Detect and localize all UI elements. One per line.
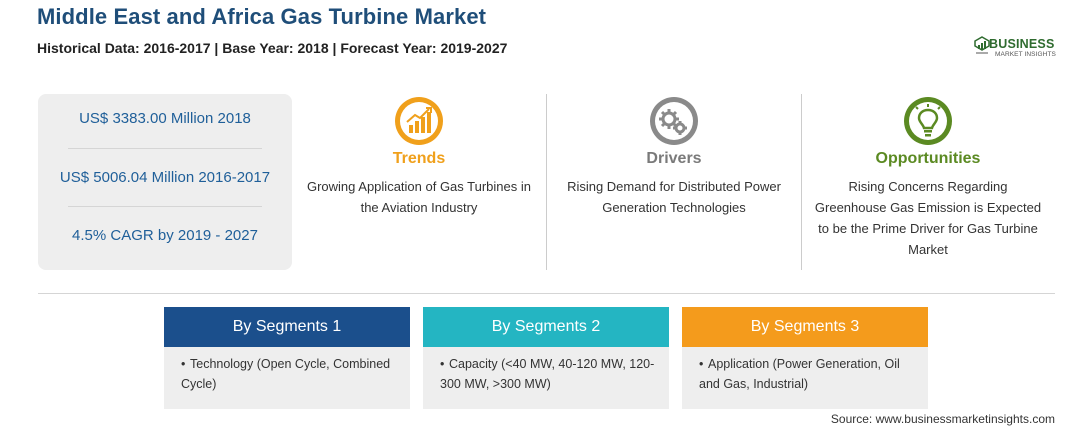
stats-divider [68, 206, 262, 207]
segment-heading-3: By Segments 3 [682, 307, 928, 347]
segment-card-3: By Segments 3 • Application (Power Gener… [682, 307, 928, 409]
segment-card-1: By Segments 1 • Technology (Open Cycle, … [164, 307, 410, 409]
bullet-icon: • [440, 357, 445, 371]
key-stats-panel: US$ 3383.00 Million 2018 US$ 5006.04 Mil… [38, 94, 292, 270]
segment-heading-1: By Segments 1 [164, 307, 410, 347]
segment-body-2: • Capacity (<40 MW, 40-120 MW, 120-300 M… [423, 347, 669, 394]
column-divider [801, 94, 802, 270]
page-title: Middle East and Africa Gas Turbine Marke… [37, 4, 487, 29]
source-credit: Source: www.businessmarketinsights.com [830, 412, 1055, 426]
logo-mark-icon [974, 36, 990, 54]
cagr-value: 4.5% CAGR by 2019 - 2027 [72, 227, 258, 244]
segment-text-3: Application (Power Generation, Oil and G… [699, 357, 900, 391]
market-value-historical: US$ 5006.04 Million 2016-2017 [59, 169, 271, 186]
stats-divider [68, 148, 262, 149]
gears-icon [650, 97, 698, 145]
segment-text-1: Technology (Open Cycle, Combined Cycle) [181, 357, 391, 391]
opportunities-column: Opportunities Rising Concerns Regarding … [803, 95, 1053, 260]
column-divider [546, 94, 547, 270]
drivers-text: Rising Demand for Distributed Power Gene… [567, 179, 781, 215]
lightbulb-icon [904, 97, 952, 145]
segment-body-3: • Application (Power Generation, Oil and… [682, 347, 928, 394]
page-subtitle: Historical Data: 2016-2017 | Base Year: … [37, 40, 508, 56]
bullet-icon: • [181, 357, 186, 371]
market-value-2018: US$ 3383.00 Million 2018 [79, 110, 251, 127]
segment-card-2: By Segments 2 • Capacity (<40 MW, 40-120… [423, 307, 669, 409]
trends-heading: Trends [392, 150, 446, 167]
brand-logo: BUSINESS MARKET INSIGHTS [974, 36, 1064, 62]
logo-tagline: MARKET INSIGHTS [995, 51, 1056, 58]
opportunities-heading: Opportunities [875, 150, 981, 167]
segment-text-2: Capacity (<40 MW, 40-120 MW, 120-300 MW,… [440, 357, 655, 391]
drivers-heading: Drivers [646, 150, 702, 167]
section-divider [38, 293, 1055, 294]
segment-body-1: • Technology (Open Cycle, Combined Cycle… [164, 347, 410, 394]
bullet-icon: • [699, 357, 704, 371]
growth-chart-icon [395, 97, 443, 145]
segment-heading-2: By Segments 2 [423, 307, 669, 347]
trends-text: Growing Application of Gas Turbines in t… [306, 179, 531, 215]
drivers-column: Drivers Rising Demand for Distributed Po… [549, 95, 799, 218]
logo-wordmark: BUSINESS [989, 37, 1055, 51]
trends-column: Trends Growing Application of Gas Turbin… [294, 95, 544, 218]
opportunities-text: Rising Concerns Regarding Greenhouse Gas… [814, 179, 1042, 257]
